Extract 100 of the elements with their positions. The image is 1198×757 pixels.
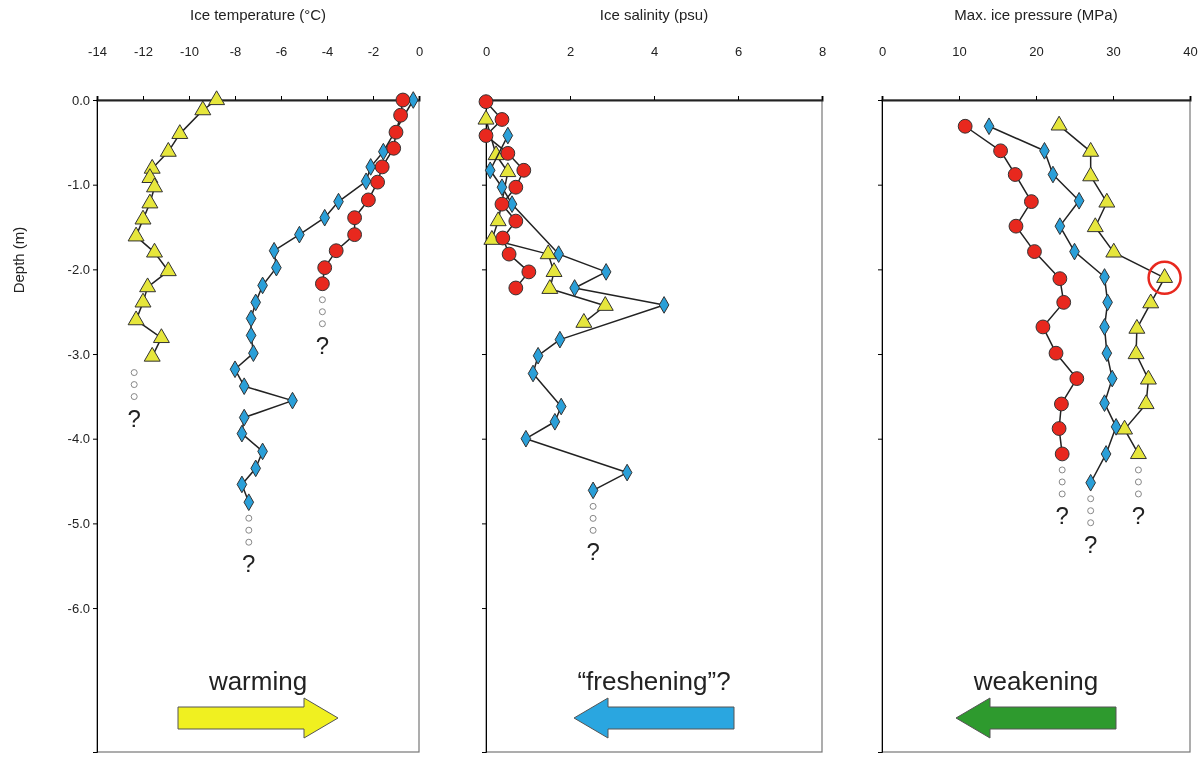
point xyxy=(139,277,157,293)
x-tick-label: 0 xyxy=(878,44,887,59)
point xyxy=(152,328,170,344)
point xyxy=(993,143,1008,159)
point xyxy=(1137,394,1155,410)
x-tick-label: 2 xyxy=(566,44,575,59)
point xyxy=(347,227,363,243)
x-tick-label: 0 xyxy=(415,44,424,59)
point xyxy=(134,209,152,225)
x-tick-label: 0 xyxy=(482,44,491,59)
y-tick-label: -6.0 xyxy=(67,600,90,616)
x-tick-label: 8 xyxy=(818,44,827,59)
x-tick-label: -6 xyxy=(275,44,288,59)
point xyxy=(1007,167,1023,182)
point xyxy=(508,179,524,195)
point xyxy=(317,260,333,276)
annotation: ? xyxy=(1083,530,1098,558)
point xyxy=(494,112,510,127)
point xyxy=(1008,218,1024,234)
point xyxy=(495,230,511,246)
point xyxy=(1035,319,1051,335)
point xyxy=(477,109,495,125)
point xyxy=(1105,242,1123,258)
point xyxy=(208,90,226,106)
x-tick-label: -10 xyxy=(180,44,199,59)
x-tick-label: -2 xyxy=(367,44,380,59)
point xyxy=(1054,396,1069,412)
point xyxy=(541,279,559,294)
point xyxy=(478,94,494,110)
point xyxy=(347,210,363,226)
y-tick-label: -2.0 xyxy=(67,262,90,278)
annotation: ? xyxy=(242,550,256,578)
point xyxy=(146,177,163,193)
point xyxy=(508,213,524,229)
point xyxy=(1139,369,1157,385)
point xyxy=(386,140,402,156)
x-tick-label: 20 xyxy=(1029,44,1044,59)
annotation: “freshening”? xyxy=(577,666,731,696)
point xyxy=(489,211,507,227)
point xyxy=(360,192,376,208)
x-tick-label: -8 xyxy=(229,44,242,59)
point xyxy=(499,162,517,178)
point xyxy=(1052,271,1068,287)
x-tick-label: 6 xyxy=(734,44,743,59)
point xyxy=(1127,344,1145,360)
point xyxy=(314,276,330,292)
y-tick-label: -5.0 xyxy=(67,516,90,532)
x-tick-label: -4 xyxy=(321,44,334,59)
annotation: ? xyxy=(1055,501,1069,529)
point xyxy=(395,92,411,108)
x-tick-label: 40 xyxy=(1183,44,1198,59)
annotation: ? xyxy=(1131,501,1146,529)
point xyxy=(539,244,557,260)
point xyxy=(545,262,563,277)
point xyxy=(1116,419,1134,435)
point xyxy=(957,118,973,134)
point xyxy=(1023,194,1039,210)
point xyxy=(194,100,212,116)
point xyxy=(1129,444,1147,460)
point xyxy=(141,193,159,209)
x-axis-title: Ice salinity (psu) xyxy=(599,6,709,23)
x-axis-title: Ice temperature (°C) xyxy=(189,6,327,23)
point xyxy=(494,196,510,212)
point xyxy=(374,159,390,175)
point xyxy=(1098,192,1116,208)
point xyxy=(500,145,516,161)
point xyxy=(370,174,386,190)
x-tick-label: 10 xyxy=(952,44,967,59)
point xyxy=(1027,244,1042,259)
point xyxy=(393,107,409,123)
point xyxy=(134,292,152,308)
point xyxy=(1051,421,1067,436)
point xyxy=(1069,371,1085,386)
y-axis-title: Depth (m) xyxy=(10,226,27,294)
x-tick-label: 4 xyxy=(650,44,659,59)
y-tick-label: -1.0 xyxy=(67,177,90,193)
annotation: ? xyxy=(127,404,141,432)
y-tick-label: 0.0 xyxy=(71,92,90,108)
point xyxy=(159,141,177,157)
point xyxy=(1054,446,1070,462)
y-tick-label: -3.0 xyxy=(67,346,90,362)
point xyxy=(508,280,524,296)
point xyxy=(1086,217,1104,233)
annotation: warming xyxy=(207,666,308,696)
point xyxy=(516,162,532,178)
point xyxy=(159,261,177,277)
annotation: ? xyxy=(586,538,600,566)
point xyxy=(596,296,614,311)
point xyxy=(388,124,404,140)
point xyxy=(1082,166,1100,182)
point xyxy=(501,246,517,262)
point xyxy=(171,124,189,139)
x-axis-title: Max. ice pressure (MPa) xyxy=(954,6,1118,23)
x-tick-label: -12 xyxy=(134,44,153,59)
y-tick-label: -4.0 xyxy=(67,431,90,447)
point xyxy=(127,226,145,242)
point xyxy=(1056,294,1072,310)
point xyxy=(127,310,145,326)
x-tick-label: 30 xyxy=(1106,44,1121,59)
point xyxy=(478,128,494,143)
